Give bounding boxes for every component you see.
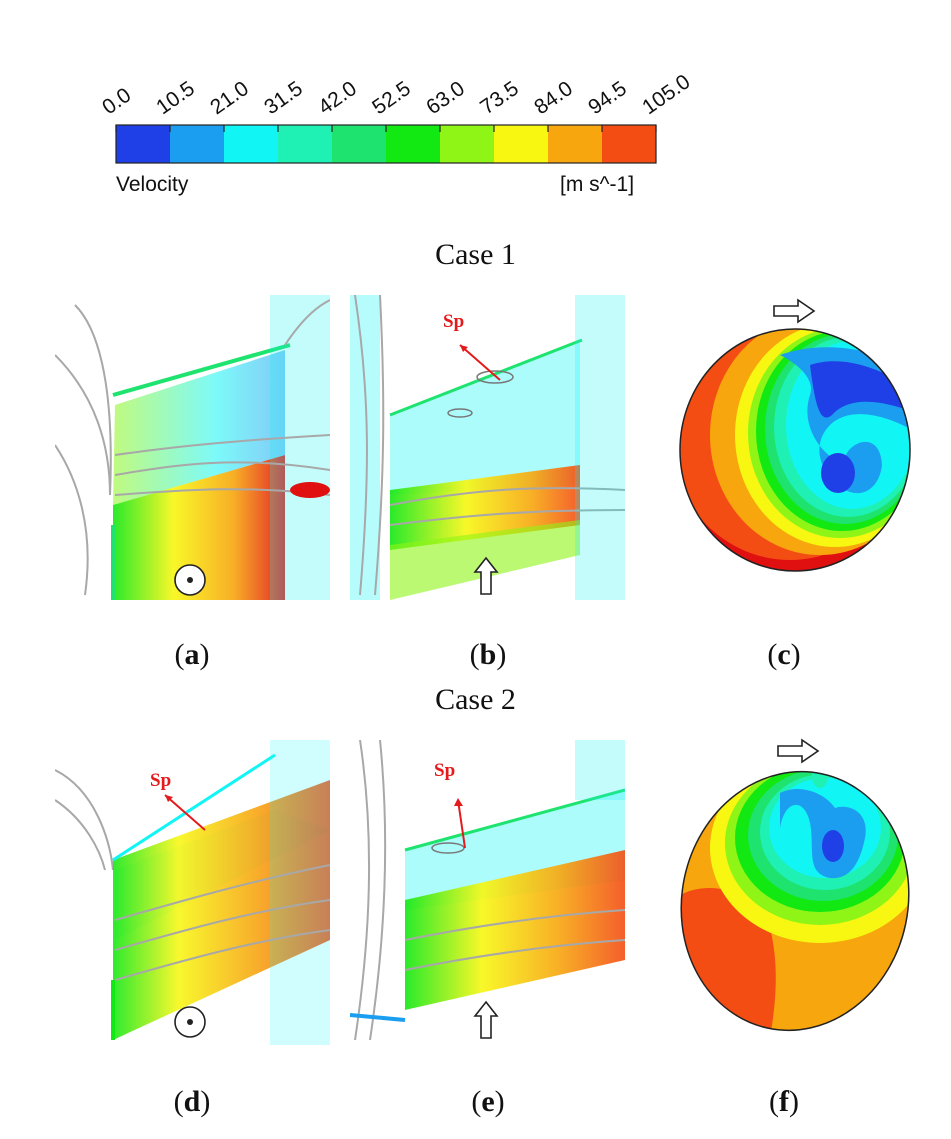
colorbar-tick-label: 0.0 xyxy=(98,83,136,120)
colorbar-tick-label: 84.0 xyxy=(530,76,577,120)
velocity-colorbar xyxy=(115,124,657,164)
colorbar-cell xyxy=(548,125,602,163)
panel-b-streamlines xyxy=(350,295,625,600)
colorbar-tick-label: 105.0 xyxy=(638,70,695,120)
colorbar-cell xyxy=(224,125,278,163)
colorbar-cell xyxy=(116,125,170,163)
colorbar-tick-label: 63.0 xyxy=(422,76,469,120)
colorbar-tick-label: 73.5 xyxy=(476,76,523,120)
case-2-title: Case 2 xyxy=(435,683,516,716)
colorbar-tick-label: 31.5 xyxy=(260,76,307,120)
panel-label-e: (e) xyxy=(471,1085,505,1118)
panel-label-d: (d) xyxy=(173,1085,211,1118)
out-of-plane-icon xyxy=(174,564,206,596)
case-1-title: Case 1 xyxy=(435,238,516,271)
panel-a-streamlines xyxy=(55,295,330,600)
up-arrow-icon xyxy=(473,1000,499,1039)
sp-annotation-d: Sp xyxy=(150,770,172,791)
panel-label-c: (c) xyxy=(767,638,801,671)
sp-annotation-b: Sp xyxy=(443,311,465,332)
right-arrow-icon xyxy=(773,298,816,324)
up-arrow-icon xyxy=(473,556,499,595)
right-arrow-icon xyxy=(777,738,820,764)
colorbar-cell xyxy=(494,125,548,163)
colorbar-cell xyxy=(440,125,494,163)
panel-c-contour xyxy=(679,328,911,572)
panel-f-contour xyxy=(675,768,915,1038)
colorbar-tick-label: 10.5 xyxy=(152,76,199,120)
colorbar-cell xyxy=(386,125,440,163)
panel-label-b: (b) xyxy=(469,638,507,671)
colorbar-cell xyxy=(332,125,386,163)
sp-annotation-e: Sp xyxy=(434,760,456,781)
colorbar-tick-label: 94.5 xyxy=(584,76,631,120)
colorbar-label: Velocity xyxy=(116,173,189,196)
panel-label-f: (f) xyxy=(769,1085,799,1118)
out-of-plane-icon xyxy=(174,1006,206,1038)
panel-d-streamlines xyxy=(55,740,330,1045)
colorbar-tick-label: 42.0 xyxy=(314,76,361,120)
colorbar-cell xyxy=(170,125,224,163)
colorbar-unit: [m s^-1] xyxy=(560,173,635,196)
colorbar-cell xyxy=(602,125,656,163)
colorbar-tick-label: 52.5 xyxy=(368,76,415,120)
colorbar-tick-label: 21.0 xyxy=(206,76,253,120)
panel-label-a: (a) xyxy=(174,638,210,671)
colorbar-cell xyxy=(278,125,332,163)
panel-e-streamlines xyxy=(350,740,625,1045)
